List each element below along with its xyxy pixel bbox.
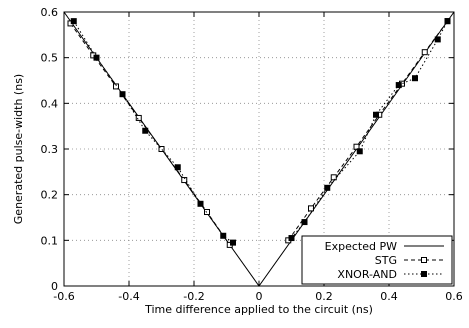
legend-label: Expected PW (325, 240, 397, 253)
data-point (142, 127, 149, 134)
data-point (158, 146, 165, 152)
y-tick-label: 0.3 (41, 143, 59, 156)
x-tick-label: -0.2 (183, 290, 204, 303)
legend-label: STG (375, 254, 397, 267)
data-point (70, 18, 77, 25)
x-tick-label: 0 (256, 290, 263, 303)
data-point (395, 82, 402, 89)
axis-ticks: -0.6 -0.4 -0.2 0 0.2 0.4 0.6 0 0.1 0.2 0.3 0.4 0.5 0.… (41, 6, 463, 303)
y-tick-label: 0 (51, 280, 58, 293)
y-tick-label: 0.6 (41, 6, 59, 19)
data-point (230, 239, 236, 246)
data-point (412, 75, 418, 82)
data-point (204, 209, 210, 216)
legend-swatch-marker (421, 271, 427, 277)
data-point (444, 18, 451, 25)
y-tick-label: 0.1 (41, 234, 59, 247)
x-tick-label: -0.4 (118, 290, 139, 303)
x-axis-label: Time difference applied to the circuit (… (144, 303, 373, 316)
data-point (356, 148, 363, 155)
data-point (181, 177, 188, 184)
series-line (63, 11, 455, 287)
series-line (287, 20, 448, 241)
data-point (197, 200, 204, 207)
y-axis-label: Generated pulse-width (ns) (12, 74, 25, 224)
data-point (113, 83, 119, 90)
data-point (353, 143, 360, 150)
x-tick-label: 0.4 (380, 290, 398, 303)
x-tick-label: 0.6 (445, 290, 463, 303)
series-stg (67, 18, 451, 248)
x-tick-label: -0.6 (53, 290, 74, 303)
data-point (174, 164, 181, 171)
legend-label: XNOR-AND (337, 268, 397, 281)
series-group (63, 11, 455, 287)
data-point (288, 235, 295, 242)
legend-swatch-marker (421, 257, 427, 263)
series-expected-pw (63, 11, 455, 287)
data-point (93, 54, 100, 61)
data-point (434, 36, 441, 43)
data-point (301, 219, 308, 226)
data-point (220, 232, 227, 239)
data-point (308, 205, 314, 212)
y-tick-label: 0.2 (41, 189, 59, 202)
y-tick-label: 0.5 (41, 52, 59, 65)
data-point (421, 49, 428, 56)
data-point (330, 174, 337, 181)
data-point (119, 91, 126, 98)
data-point (324, 184, 331, 191)
data-point (135, 114, 142, 121)
y-tick-label: 0.4 (41, 97, 59, 110)
data-point (373, 111, 379, 118)
series-xnor-and (70, 18, 451, 246)
x-tick-label: 0.2 (315, 290, 333, 303)
